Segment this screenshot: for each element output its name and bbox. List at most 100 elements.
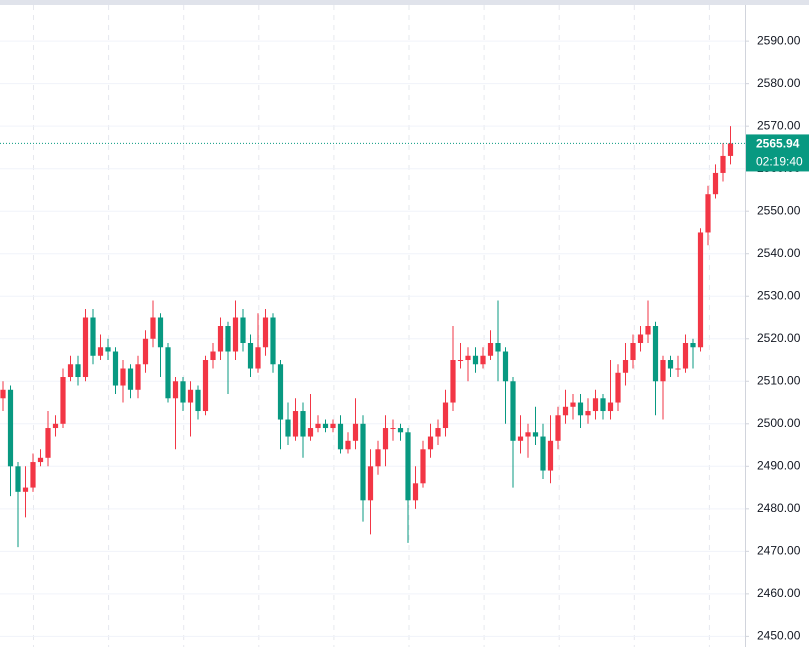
candle-body [210,351,216,361]
candle-body [345,440,351,450]
candle-body [360,423,366,501]
candle-body [720,155,726,173]
candle-body [195,389,201,412]
candle-body [600,398,606,412]
candle-body [585,411,591,416]
candle-body [472,355,479,365]
candle-body [555,415,561,441]
candle-body [487,343,494,356]
last-price-label: 2565.94 [756,137,800,151]
candle-body [52,423,59,429]
candle-body [300,411,306,437]
candle-body [315,423,321,429]
candle-body [187,389,194,403]
candle-body [442,402,449,429]
candle-body [247,343,254,369]
candle-body [255,347,261,369]
candle-body [562,406,569,416]
y-tick-label: 2520.00 [757,331,801,345]
candle-body [705,194,711,233]
candle-body [510,381,516,441]
candle-body [547,440,554,471]
candle-body [435,428,441,437]
y-tick-label: 2590.00 [757,33,801,47]
candle-body [90,317,96,356]
candle-body [450,360,456,403]
countdown-label: 02:19:40 [756,155,803,169]
candle-body [150,317,156,339]
candle-body [7,389,14,467]
candle-body [397,428,404,433]
y-tick-label: 2450.00 [757,629,801,643]
candle-body [532,432,539,437]
candle-body [390,428,396,430]
candle-body [412,483,419,501]
top-border [0,0,809,5]
candle-body [592,398,599,412]
candle-body [180,381,186,403]
y-tick-label: 2550.00 [757,203,801,217]
candle-body [630,343,636,361]
candle-body [427,436,434,450]
candle-body [277,364,284,420]
candle-body [67,364,74,378]
candle-body [172,381,179,399]
candle-body [615,372,621,403]
candle-body [697,232,704,348]
candle-body [217,326,224,352]
y-tick-label: 2530.00 [757,288,801,302]
candle-body [517,436,524,441]
candle-body [675,368,681,370]
y-tick-label: 2460.00 [757,586,801,600]
candle-body [270,317,276,365]
candle-body [225,326,231,352]
y-tick-label: 2510.00 [757,373,801,387]
candle-body [75,364,81,378]
y-tick-label: 2570.00 [757,118,801,132]
candle-body [375,449,381,467]
candle-body [637,334,644,344]
candle-body [45,428,51,458]
candle-body [405,432,411,501]
candle-body [127,368,134,390]
candle-body [262,317,269,348]
candle-body [525,432,531,437]
candle-body [577,402,584,416]
candle-body [120,368,126,386]
candle-body [0,389,6,399]
candle-body [667,360,674,369]
time-grid [33,5,710,647]
candle-body [660,360,666,382]
candle-body [480,355,486,365]
candle-body [60,377,66,424]
candle-body [367,466,374,501]
y-tick-label: 2580.00 [757,76,801,90]
candle-body [457,360,464,362]
candle-body [420,449,426,484]
y-tick-label: 2500.00 [757,416,801,430]
candle-body [307,428,314,437]
candle-body [142,338,149,365]
last-price-box [746,134,809,172]
candle-body [570,402,576,407]
candle-body [292,411,299,437]
candle-body [682,343,689,369]
candle-body [690,343,696,348]
candle-body [135,364,141,390]
candle-body [240,317,246,344]
candle-body [37,457,44,463]
candle-body [330,423,336,429]
candle-body [202,360,209,412]
candle-body [105,347,111,352]
candle-body [82,317,89,378]
y-tick-label: 2540.00 [757,246,801,260]
candle-body [495,343,501,352]
candle-body [382,428,389,450]
candle-body [712,172,719,195]
candle-body [607,402,614,412]
candle-body [727,143,734,156]
candle-body [337,423,344,450]
candle-body [30,462,36,488]
